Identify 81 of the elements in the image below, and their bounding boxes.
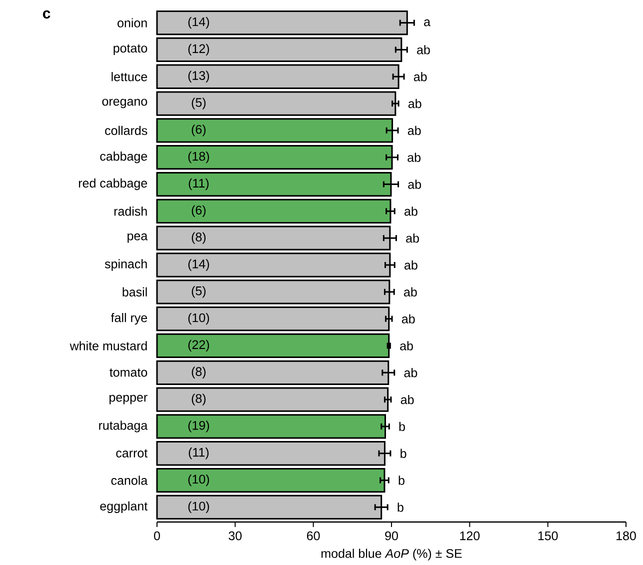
annotation: ab <box>400 395 414 404</box>
bar <box>156 199 392 224</box>
bar <box>156 306 390 332</box>
annotation: ab <box>406 234 419 243</box>
annotation: ab <box>400 341 413 351</box>
annotation: ab <box>404 288 417 297</box>
y-tick-label: pepper <box>110 395 148 404</box>
annotation: (19) <box>188 420 210 432</box>
y-tick-label: canola <box>111 476 148 486</box>
y-tick-label: pea <box>128 234 148 243</box>
annotation: (14) <box>188 17 210 29</box>
bar <box>156 91 396 116</box>
x-axis-title: modal blue AoP (%) ± SE <box>322 548 462 561</box>
bar <box>156 280 390 304</box>
annotation: a <box>424 20 430 26</box>
annotation: (5) <box>192 98 206 110</box>
y-tick-label: potato <box>114 44 148 56</box>
bar <box>156 360 390 386</box>
bar <box>156 441 386 466</box>
y-tick-label: carrot <box>116 449 148 458</box>
annotation: (8) <box>192 232 206 244</box>
annotation: (11) <box>188 178 209 190</box>
annotation: b <box>398 476 404 486</box>
annotation: ab <box>404 368 418 378</box>
bar <box>156 414 386 439</box>
y-tick-label: onion <box>118 18 147 28</box>
chart-title: c <box>42 10 50 19</box>
annotation: (18) <box>188 152 210 164</box>
bar <box>156 334 390 358</box>
bar <box>156 118 394 143</box>
annotation: ab <box>404 206 418 216</box>
y-tick-label: cabbage <box>100 152 148 164</box>
annotation: (13) <box>188 71 210 83</box>
x-tick-label: 30 <box>228 532 242 540</box>
bar <box>156 387 389 412</box>
annotation: (6) <box>192 206 206 218</box>
y-tick-label: lettuce <box>112 72 148 82</box>
annotation: b <box>398 502 404 512</box>
y-tick-label: red cabbage <box>78 178 148 190</box>
x-tick-label: 0 <box>154 532 160 540</box>
annotation: ab <box>408 99 422 108</box>
y-tick-label: spinach <box>104 259 147 272</box>
y-tick-label: oregano <box>102 99 148 108</box>
y-tick-label: eggplant <box>100 502 148 514</box>
annotation: b <box>400 448 406 458</box>
annotation: ab <box>408 126 421 136</box>
bar <box>156 252 391 278</box>
annotation: (10) <box>188 502 210 514</box>
annotation: ab <box>417 45 430 55</box>
x-tick-label: 150 <box>538 532 558 540</box>
annotation: b <box>399 422 405 432</box>
x-tick-label: 90 <box>385 532 398 540</box>
bar <box>156 64 400 90</box>
y-tick-label: radish <box>114 206 147 216</box>
bar <box>156 145 393 170</box>
annotation: ab <box>402 314 415 324</box>
x-tick-label: 180 <box>616 532 636 540</box>
annotation: (8) <box>192 367 206 379</box>
y-tick-label: tomato <box>110 368 148 377</box>
y-tick-label: fall rye <box>110 313 148 325</box>
annotation: (14) <box>188 259 210 272</box>
annotation: (22) <box>188 340 210 352</box>
y-tick-label: collards <box>105 126 148 136</box>
y-tick-label: basil <box>122 288 147 297</box>
y-tick-label: rutabaga <box>99 420 148 432</box>
bar <box>156 468 386 493</box>
y-tick-label: white mustard <box>70 341 147 351</box>
x-tick-label: 60 <box>307 532 320 540</box>
annotation: ab <box>414 72 427 82</box>
annotation: (10) <box>188 474 210 486</box>
annotation: (8) <box>192 394 206 406</box>
annotation: (5) <box>192 286 206 298</box>
annotation: (6) <box>192 124 206 136</box>
annotation: ab <box>408 180 422 190</box>
bar <box>156 38 402 62</box>
annotation: ab <box>408 152 420 162</box>
annotation: ab <box>404 260 418 270</box>
annotation: (10) <box>188 313 210 325</box>
annotation: (11) <box>188 448 209 460</box>
annotation: (12) <box>188 44 210 56</box>
x-tick-label: 120 <box>460 532 480 540</box>
